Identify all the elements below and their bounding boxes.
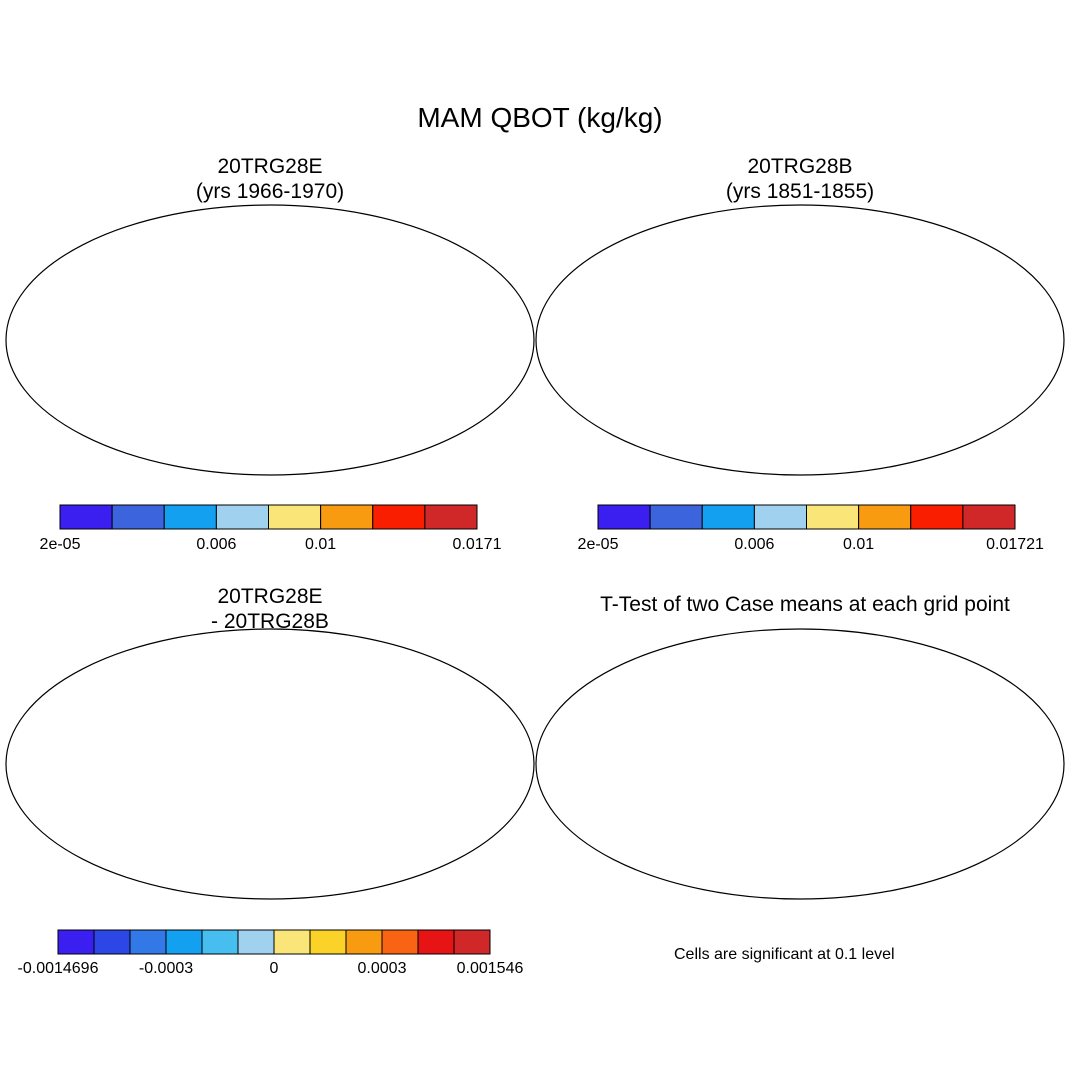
- colorbar-1-swatch: [111, 504, 165, 530]
- map-panel-1: [5, 204, 535, 476]
- colorbar-2-label: 0.006: [734, 536, 775, 553]
- map-1-border: [5, 204, 535, 476]
- map-4-ocean: [536, 629, 1064, 899]
- colorbar-3-swatch: [129, 929, 167, 955]
- panel-2-title-line1: 20TRG28B: [747, 155, 853, 178]
- map-3-border: [5, 628, 535, 900]
- colorbar-3-swatch: [93, 929, 131, 955]
- panel-2-title-line2: (yrs 1851-1855): [725, 180, 875, 203]
- colorbar-3-label: 0.0003: [357, 960, 407, 977]
- map-3-ocean: [6, 629, 534, 899]
- colorbar-1-swatch: [59, 504, 113, 530]
- map-panel-4: [535, 628, 1065, 900]
- colorbar-3-swatch: [237, 929, 275, 955]
- panel-1-title-line2: (yrs 1966-1970): [195, 180, 345, 203]
- map-2-border: [535, 204, 1065, 476]
- map-2-ocean: [536, 205, 1064, 475]
- colorbar-1: [59, 504, 478, 530]
- map-panel-3: [5, 628, 535, 900]
- colorbar-2-swatch: [649, 504, 703, 530]
- panel-1-title-line1: 20TRG28E: [217, 155, 323, 178]
- map-4-border: [535, 628, 1065, 900]
- colorbar-2-swatch: [701, 504, 755, 530]
- colorbar-2-swatch: [962, 504, 1016, 530]
- colorbar-3-swatch: [57, 929, 95, 955]
- colorbar-3: [57, 929, 491, 955]
- colorbar-3-swatch: [201, 929, 239, 955]
- colorbar-3-swatch: [165, 929, 203, 955]
- figure-title: MAM QBOT (kg/kg): [417, 102, 663, 133]
- colorbar-2-swatch: [910, 504, 964, 530]
- panel-3-title: 20TRG28E - 20TRG28B: [60, 584, 480, 634]
- map-panel-2: [535, 204, 1065, 476]
- colorbar-1-swatch: [320, 504, 374, 530]
- colorbar-3-swatch: [309, 929, 347, 955]
- panel-4-title: T-Test of two Case means at each grid po…: [545, 592, 1065, 617]
- colorbar-2-swatch: [806, 504, 860, 530]
- colorbar-3-label: 0: [269, 960, 279, 977]
- panel-3-title-line2: - 20TRG28B: [211, 610, 329, 633]
- colorbar-3-swatch: [381, 929, 419, 955]
- panel-4-title-line1: T-Test of two Case means at each grid po…: [600, 593, 1010, 616]
- colorbar-2-swatch: [597, 504, 651, 530]
- colorbar-3-swatch: [345, 929, 383, 955]
- colorbar-1-swatch: [268, 504, 322, 530]
- colorbar-1-label: 2e-05: [39, 536, 81, 553]
- colorbar-1-swatch: [424, 504, 478, 530]
- colorbar-2-label: 0.01721: [986, 536, 1044, 553]
- colorbar-1-swatch: [163, 504, 217, 530]
- colorbar-3-swatch: [453, 929, 491, 955]
- colorbar-3-label: 0.001546: [456, 960, 524, 977]
- colorbar-3-label: -0.0014696: [17, 960, 99, 977]
- panel-3-title-line1: 20TRG28E: [217, 585, 323, 608]
- panel-1-title: 20TRG28E (yrs 1966-1970): [60, 154, 480, 204]
- colorbar-1-swatch: [372, 504, 426, 530]
- colorbar-1-label: 0.006: [196, 536, 237, 553]
- colorbar-3-label: -0.0003: [138, 960, 194, 977]
- panel-2-title: 20TRG28B (yrs 1851-1855): [590, 154, 1010, 204]
- colorbar-3-swatch: [273, 929, 311, 955]
- colorbar-2-swatch: [753, 504, 807, 530]
- colorbar-1-swatch: [215, 504, 269, 530]
- colorbar-2-label: 2e-05: [577, 536, 619, 553]
- colorbar-2: [597, 504, 1016, 530]
- significance-note: Cells are significant at 0.1 level: [674, 946, 895, 963]
- colorbar-2-swatch: [858, 504, 912, 530]
- colorbar-1-label: 0.01: [305, 536, 337, 553]
- map-1-ocean: [6, 205, 534, 475]
- colorbar-3-swatch: [417, 929, 455, 955]
- colorbar-1-label: 0.0171: [452, 536, 502, 553]
- colorbar-2-label: 0.01: [843, 536, 875, 553]
